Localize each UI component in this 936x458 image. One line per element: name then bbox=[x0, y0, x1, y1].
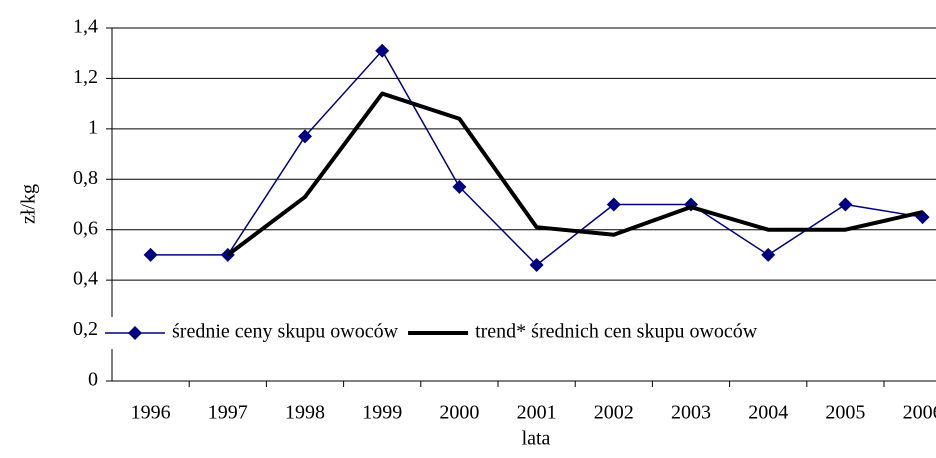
x-tick-label: 2002 bbox=[594, 402, 634, 424]
legend-marker bbox=[128, 326, 142, 340]
x-tick-label: 1998 bbox=[285, 402, 325, 424]
x-tick-label: 2000 bbox=[439, 402, 479, 424]
x-axis-label: lata bbox=[522, 428, 551, 450]
y-tick-label: 0,4 bbox=[73, 268, 98, 290]
data-point bbox=[838, 197, 853, 212]
y-tick-label: 1,4 bbox=[73, 16, 98, 38]
x-tick-label: 1999 bbox=[362, 402, 402, 424]
x-tick-label: 2003 bbox=[671, 402, 711, 424]
legend-box bbox=[100, 317, 936, 349]
legend-label: średnie ceny skupu owoców bbox=[172, 321, 399, 343]
series-line bbox=[226, 91, 924, 257]
data-point bbox=[529, 258, 544, 273]
legend-label: trend* średnich cen skupu owoców bbox=[475, 321, 758, 343]
y-tick-label: 1,2 bbox=[73, 66, 98, 88]
x-tick-label: 1997 bbox=[208, 402, 248, 424]
data-point bbox=[452, 179, 467, 194]
data-point bbox=[761, 247, 776, 262]
data-point bbox=[375, 43, 390, 58]
y-tick-label: 0 bbox=[88, 369, 98, 391]
x-tick-label: 2006 bbox=[903, 402, 936, 424]
data-point bbox=[143, 247, 158, 262]
data-point bbox=[298, 129, 312, 144]
y-tick-label: 0,8 bbox=[73, 167, 98, 189]
x-tick-label: 2004 bbox=[748, 402, 788, 424]
x-tick-label: 1996 bbox=[131, 402, 171, 424]
y-tick-label: 1 bbox=[88, 116, 98, 138]
x-tick-label: 2001 bbox=[517, 402, 557, 424]
y-axis-label: zł/kg bbox=[18, 184, 40, 224]
series-line bbox=[150, 49, 923, 266]
y-tick-label: 0,2 bbox=[73, 318, 98, 340]
y-tick-label: 0,6 bbox=[73, 217, 98, 239]
x-tick-label: 2005 bbox=[825, 402, 865, 424]
data-point bbox=[606, 197, 621, 212]
